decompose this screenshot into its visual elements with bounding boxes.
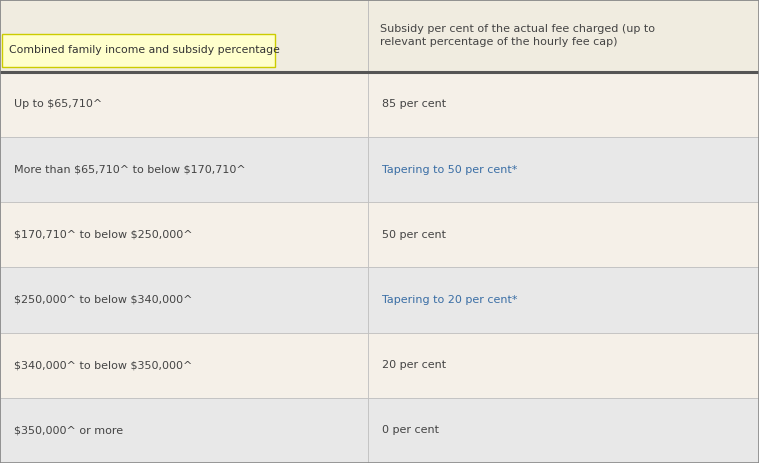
Bar: [368, 332, 759, 398]
Text: Tapering to 50 per cent*: Tapering to 50 per cent*: [382, 164, 517, 175]
Text: 20 per cent: 20 per cent: [382, 360, 446, 370]
Bar: [0, 202, 368, 268]
Text: Subsidy per cent of the actual fee charged (up to
relevant percentage of the hou: Subsidy per cent of the actual fee charg…: [380, 24, 654, 48]
Bar: [0, 268, 368, 332]
Text: Tapering to 20 per cent*: Tapering to 20 per cent*: [382, 295, 518, 305]
Bar: [0, 0, 368, 72]
Bar: [0, 398, 368, 463]
Bar: [368, 398, 759, 463]
Text: Combined Family Income: Combined Family Income: [11, 34, 152, 44]
Bar: [368, 72, 759, 137]
Text: $350,000^ or more: $350,000^ or more: [14, 425, 123, 435]
Text: $170,710^ to below $250,000^: $170,710^ to below $250,000^: [14, 230, 192, 240]
Bar: [0, 72, 368, 137]
Bar: [0, 137, 368, 202]
Bar: [368, 268, 759, 332]
FancyBboxPatch shape: [2, 34, 275, 67]
Bar: [0, 332, 368, 398]
Text: 0 per cent: 0 per cent: [382, 425, 439, 435]
Text: Up to $65,710^: Up to $65,710^: [14, 100, 102, 109]
Text: $250,000^ to below $340,000^: $250,000^ to below $340,000^: [14, 295, 192, 305]
Text: 85 per cent: 85 per cent: [382, 100, 446, 109]
Bar: [368, 202, 759, 268]
Text: $340,000^ to below $350,000^: $340,000^ to below $350,000^: [14, 360, 192, 370]
Text: More than $65,710^ to below $170,710^: More than $65,710^ to below $170,710^: [14, 164, 245, 175]
Text: Combined family income and subsidy percentage: Combined family income and subsidy perce…: [9, 45, 280, 56]
Bar: [368, 0, 759, 72]
Text: 50 per cent: 50 per cent: [382, 230, 446, 240]
Bar: [368, 137, 759, 202]
